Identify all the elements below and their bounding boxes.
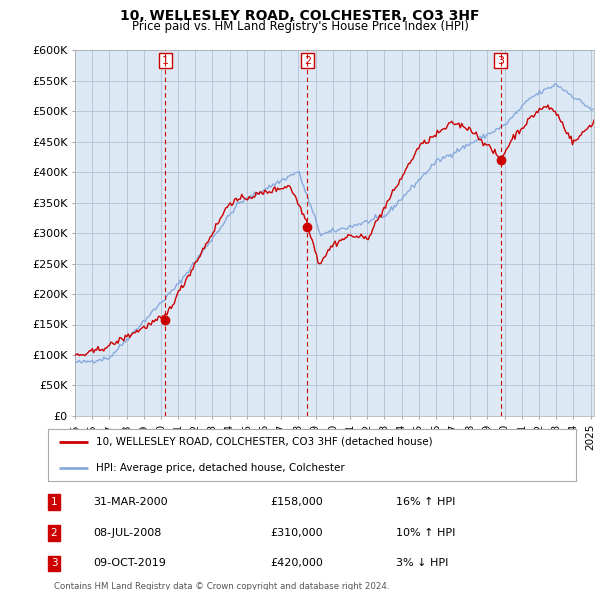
Text: 31-MAR-2000: 31-MAR-2000 bbox=[93, 497, 167, 507]
Text: £420,000: £420,000 bbox=[270, 559, 323, 568]
Text: 3: 3 bbox=[497, 55, 504, 65]
Text: 1: 1 bbox=[50, 497, 58, 507]
Text: 2: 2 bbox=[50, 528, 58, 537]
Text: £158,000: £158,000 bbox=[270, 497, 323, 507]
Text: 3: 3 bbox=[50, 559, 58, 568]
Text: 3% ↓ HPI: 3% ↓ HPI bbox=[396, 559, 448, 568]
Text: 10, WELLESLEY ROAD, COLCHESTER, CO3 3HF: 10, WELLESLEY ROAD, COLCHESTER, CO3 3HF bbox=[120, 9, 480, 23]
Text: 10% ↑ HPI: 10% ↑ HPI bbox=[396, 528, 455, 537]
Text: £310,000: £310,000 bbox=[270, 528, 323, 537]
Text: 16% ↑ HPI: 16% ↑ HPI bbox=[396, 497, 455, 507]
Text: 09-OCT-2019: 09-OCT-2019 bbox=[93, 559, 166, 568]
Text: HPI: Average price, detached house, Colchester: HPI: Average price, detached house, Colc… bbox=[95, 463, 344, 473]
Text: 1: 1 bbox=[162, 55, 169, 65]
Text: 2: 2 bbox=[304, 55, 311, 65]
Text: Price paid vs. HM Land Registry's House Price Index (HPI): Price paid vs. HM Land Registry's House … bbox=[131, 20, 469, 33]
Text: 08-JUL-2008: 08-JUL-2008 bbox=[93, 528, 161, 537]
Text: 10, WELLESLEY ROAD, COLCHESTER, CO3 3HF (detached house): 10, WELLESLEY ROAD, COLCHESTER, CO3 3HF … bbox=[95, 437, 432, 447]
Text: Contains HM Land Registry data © Crown copyright and database right 2024.: Contains HM Land Registry data © Crown c… bbox=[54, 582, 389, 590]
